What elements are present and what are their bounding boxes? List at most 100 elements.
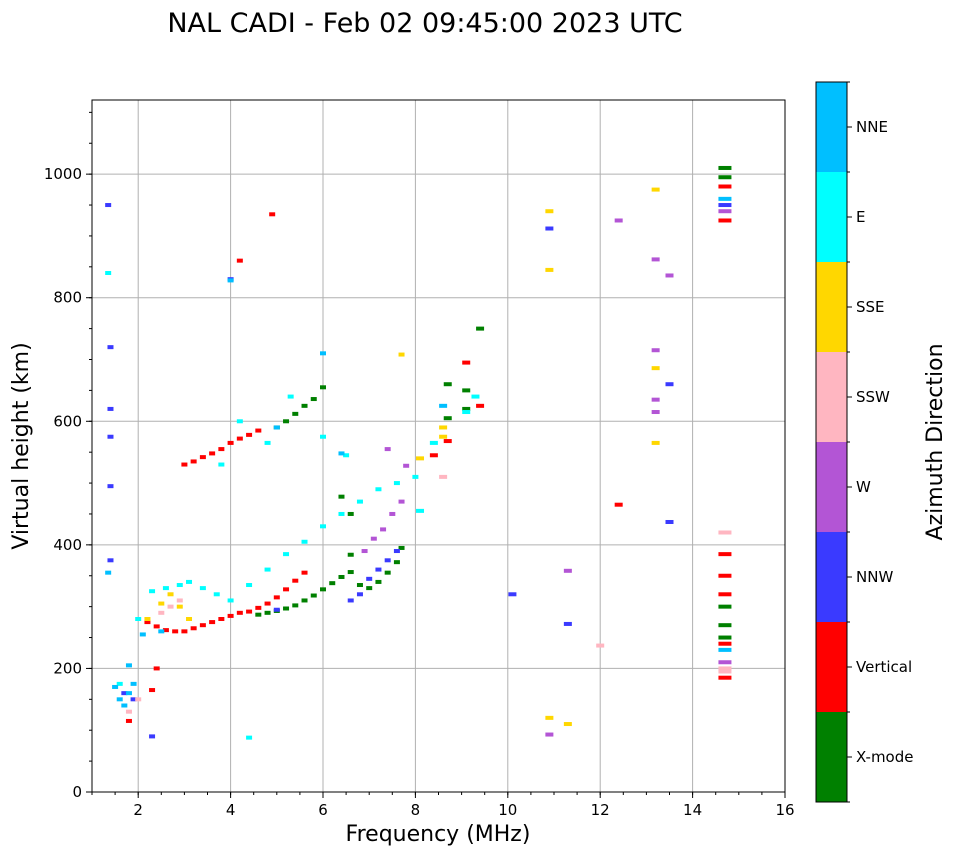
data-point-x-mode bbox=[462, 388, 471, 393]
data-point-vertical bbox=[273, 595, 280, 600]
data-point-sse bbox=[545, 209, 554, 214]
data-point-vertical bbox=[255, 428, 262, 433]
data-point-w bbox=[398, 499, 405, 504]
data-point-x-mode bbox=[264, 610, 271, 615]
data-point-vertical bbox=[190, 626, 197, 631]
data-points bbox=[105, 165, 732, 740]
data-point-vertical bbox=[144, 620, 151, 625]
data-point-e bbox=[135, 617, 142, 621]
data-point-vertical bbox=[218, 447, 225, 452]
data-point-w bbox=[384, 447, 391, 452]
data-point-vertical bbox=[718, 552, 732, 557]
data-point-nnw bbox=[105, 203, 112, 208]
data-point-vertical bbox=[476, 403, 485, 408]
data-point-e bbox=[116, 681, 123, 686]
data-point-sse bbox=[439, 425, 448, 430]
data-point-w bbox=[403, 463, 410, 468]
data-point-nnw bbox=[356, 592, 363, 597]
data-point-sse bbox=[398, 352, 405, 357]
data-point-nnw bbox=[107, 434, 114, 439]
data-point-vertical bbox=[236, 258, 243, 263]
data-point-ssw bbox=[176, 598, 183, 603]
data-point-vertical bbox=[236, 436, 243, 441]
data-point-nnw bbox=[563, 621, 572, 626]
data-point-vertical bbox=[236, 610, 243, 615]
data-point-w bbox=[380, 527, 387, 532]
data-point-x-mode bbox=[718, 623, 732, 628]
data-point-vertical bbox=[614, 502, 623, 507]
data-point-x-mode bbox=[375, 579, 382, 584]
colorbar-label: SSW bbox=[856, 388, 890, 406]
data-point-e bbox=[105, 271, 112, 275]
data-point-e bbox=[416, 508, 425, 513]
data-point-e bbox=[393, 481, 400, 486]
data-point-x-mode bbox=[476, 326, 485, 331]
data-point-e bbox=[429, 440, 438, 445]
data-point-vertical bbox=[443, 439, 452, 444]
data-point-nnw bbox=[718, 203, 732, 208]
y-axis-title: Virtual height (km) bbox=[9, 342, 34, 549]
data-point-nnw bbox=[273, 607, 280, 612]
data-point-e bbox=[462, 410, 471, 415]
data-point-w bbox=[370, 536, 377, 541]
data-point-x-mode bbox=[347, 511, 354, 516]
data-point-vertical bbox=[190, 459, 197, 464]
data-point-nne bbox=[139, 632, 146, 637]
colorbar-swatch-vertical bbox=[816, 622, 847, 712]
colorbar-swatch-nne bbox=[816, 82, 847, 172]
data-point-vertical bbox=[153, 666, 160, 671]
colorbar-frame bbox=[815, 81, 848, 803]
data-point-nnw bbox=[149, 734, 156, 739]
data-point-ssw bbox=[167, 604, 174, 609]
data-point-vertical bbox=[153, 624, 160, 629]
data-point-vertical bbox=[718, 218, 732, 223]
data-point-e bbox=[149, 589, 156, 594]
data-point-x-mode bbox=[718, 175, 732, 180]
y-tick-label: 600 bbox=[53, 412, 82, 430]
x-tick-label: 8 bbox=[411, 801, 421, 819]
colorbar-label: SSE bbox=[856, 298, 885, 316]
data-point-e bbox=[283, 552, 290, 557]
data-point-e bbox=[246, 583, 253, 588]
data-point-sse bbox=[167, 592, 174, 597]
data-point-w bbox=[665, 273, 674, 278]
data-point-x-mode bbox=[718, 635, 732, 640]
data-point-e bbox=[199, 586, 206, 591]
data-point-nne bbox=[105, 570, 112, 575]
data-point-sse bbox=[439, 434, 448, 439]
data-point-e bbox=[301, 539, 308, 544]
data-point-x-mode bbox=[301, 598, 308, 603]
colorbar-label: X-mode bbox=[856, 748, 913, 766]
data-point-x-mode bbox=[338, 574, 345, 579]
data-point-x-mode bbox=[398, 545, 405, 550]
data-point-w bbox=[651, 257, 660, 262]
data-point-nne bbox=[121, 703, 128, 708]
data-point-e bbox=[227, 598, 234, 603]
data-point-vertical bbox=[199, 455, 206, 460]
data-point-nnw bbox=[347, 598, 354, 603]
data-point-w bbox=[563, 568, 572, 573]
data-point-sse bbox=[651, 440, 660, 445]
colorbar-title: Azimuth Direction bbox=[923, 343, 948, 540]
data-point-nnw bbox=[107, 345, 114, 350]
y-tick-label: 200 bbox=[53, 659, 82, 677]
data-point-vertical bbox=[429, 453, 438, 458]
data-point-nnw bbox=[107, 406, 114, 411]
data-point-sse bbox=[416, 456, 425, 461]
colorbar-swatch-ssw bbox=[816, 352, 847, 442]
data-point-x-mode bbox=[301, 403, 308, 408]
data-point-x-mode bbox=[320, 385, 326, 390]
data-point-vertical bbox=[181, 462, 188, 467]
data-point-ssw bbox=[596, 643, 605, 648]
data-point-w bbox=[361, 549, 368, 554]
colorbar-label: NNE bbox=[856, 118, 888, 136]
axis-ticks: 2 4 6 8 10 12 14 16 0 200 400 600 800 1000 bbox=[44, 111, 795, 819]
data-point-nnw bbox=[665, 519, 674, 524]
data-point-nne bbox=[439, 403, 448, 408]
data-point-vertical bbox=[209, 451, 216, 456]
data-point-nne bbox=[273, 425, 280, 430]
x-tick-label: 14 bbox=[683, 801, 702, 819]
data-point-x-mode bbox=[347, 552, 354, 557]
data-point-x-mode bbox=[718, 604, 732, 609]
